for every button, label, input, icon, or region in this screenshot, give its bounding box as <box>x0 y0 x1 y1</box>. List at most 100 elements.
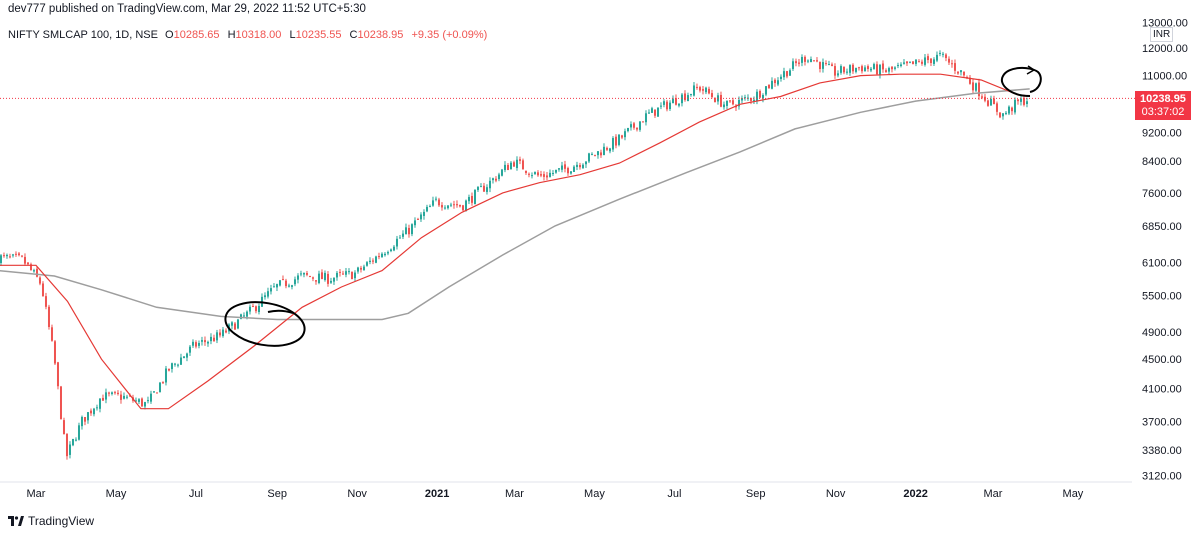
candle <box>161 381 164 384</box>
candle <box>653 109 656 118</box>
candle <box>191 339 194 348</box>
candle <box>881 60 884 73</box>
candle <box>821 58 824 73</box>
candle <box>146 396 149 404</box>
candle <box>803 55 806 66</box>
candle <box>416 217 419 220</box>
candle <box>473 189 476 205</box>
candle <box>530 172 533 179</box>
candle <box>284 278 287 289</box>
candle <box>854 67 857 74</box>
candle <box>608 147 611 154</box>
candle <box>962 71 965 78</box>
candle <box>470 192 473 206</box>
candle <box>137 398 140 404</box>
candle <box>533 171 536 176</box>
y-tick-label: 6100.00 <box>1142 258 1182 270</box>
candle <box>719 91 722 108</box>
candle <box>275 283 278 292</box>
candle <box>371 258 374 265</box>
candle <box>134 397 137 403</box>
candle <box>254 305 257 314</box>
candle <box>497 172 500 182</box>
candle <box>164 365 167 386</box>
candle <box>866 64 869 72</box>
candle <box>587 152 590 164</box>
candle <box>14 251 17 257</box>
candle <box>911 61 914 65</box>
candle <box>332 277 335 285</box>
candle <box>350 271 353 280</box>
candle <box>494 176 497 183</box>
candle <box>155 392 158 394</box>
candle <box>746 94 749 101</box>
candle <box>644 110 647 126</box>
candle <box>0 254 2 266</box>
candle <box>509 161 512 170</box>
candle <box>551 170 554 176</box>
candle <box>632 121 635 130</box>
candle <box>857 66 860 71</box>
candle <box>539 170 542 178</box>
candle <box>599 149 602 158</box>
candle <box>236 318 239 330</box>
candle <box>566 166 569 176</box>
candle <box>257 303 260 315</box>
candle <box>86 412 89 424</box>
high-value: 10318.00 <box>235 29 282 41</box>
candle <box>185 352 188 362</box>
candle <box>152 391 155 393</box>
candle <box>281 275 284 281</box>
candle <box>527 172 530 178</box>
time-axis[interactable]: Mar May Jul Sep Nov 2021 Mar May Jul Sep Nov 2022 Ma… <box>27 488 1084 500</box>
candle <box>695 83 698 90</box>
candle <box>500 168 503 177</box>
candle <box>182 356 185 359</box>
y-tick-label: 3120.00 <box>1142 470 1182 482</box>
candle <box>308 275 311 278</box>
y-tick-label: 4100.00 <box>1142 384 1182 396</box>
symbol-label[interactable]: NIFTY SMLCAP 100, 1D, NSE <box>8 29 158 41</box>
candle <box>839 64 842 75</box>
candle <box>683 90 686 102</box>
candle <box>971 79 974 94</box>
candle <box>932 57 935 67</box>
candle <box>188 345 191 356</box>
candle <box>359 265 362 273</box>
price-axis[interactable]: 13000.00 12000.00 11000.00 9200.00 8400.00 76… <box>1142 18 1188 483</box>
candle <box>590 152 593 156</box>
candle <box>8 253 11 259</box>
candle <box>758 89 761 99</box>
candle <box>923 54 926 67</box>
candle <box>926 53 929 64</box>
candle <box>452 200 455 209</box>
candle <box>431 196 434 207</box>
candle <box>41 281 44 297</box>
candle <box>437 197 440 207</box>
slow-moving-average-line <box>0 88 1030 321</box>
candle <box>464 199 467 212</box>
change-value: +9.35 (+0.09%) <box>411 29 488 41</box>
candle <box>158 381 161 393</box>
candle <box>581 163 584 169</box>
candle <box>323 270 326 282</box>
candle <box>479 183 482 188</box>
candle <box>293 276 296 287</box>
candle <box>941 51 944 58</box>
candle <box>2 252 5 258</box>
candle <box>260 293 263 307</box>
annotation-crossover-circle <box>224 301 306 347</box>
candle <box>914 59 917 67</box>
bar-countdown: 03:37:02 <box>1141 106 1185 118</box>
candle <box>71 438 74 447</box>
candle <box>119 390 122 404</box>
candle <box>206 340 209 347</box>
candle <box>413 217 416 228</box>
candle <box>290 284 293 290</box>
candle <box>170 362 173 373</box>
candle <box>536 170 539 177</box>
candle <box>887 66 890 75</box>
candle <box>458 204 461 208</box>
candle <box>1007 105 1010 116</box>
